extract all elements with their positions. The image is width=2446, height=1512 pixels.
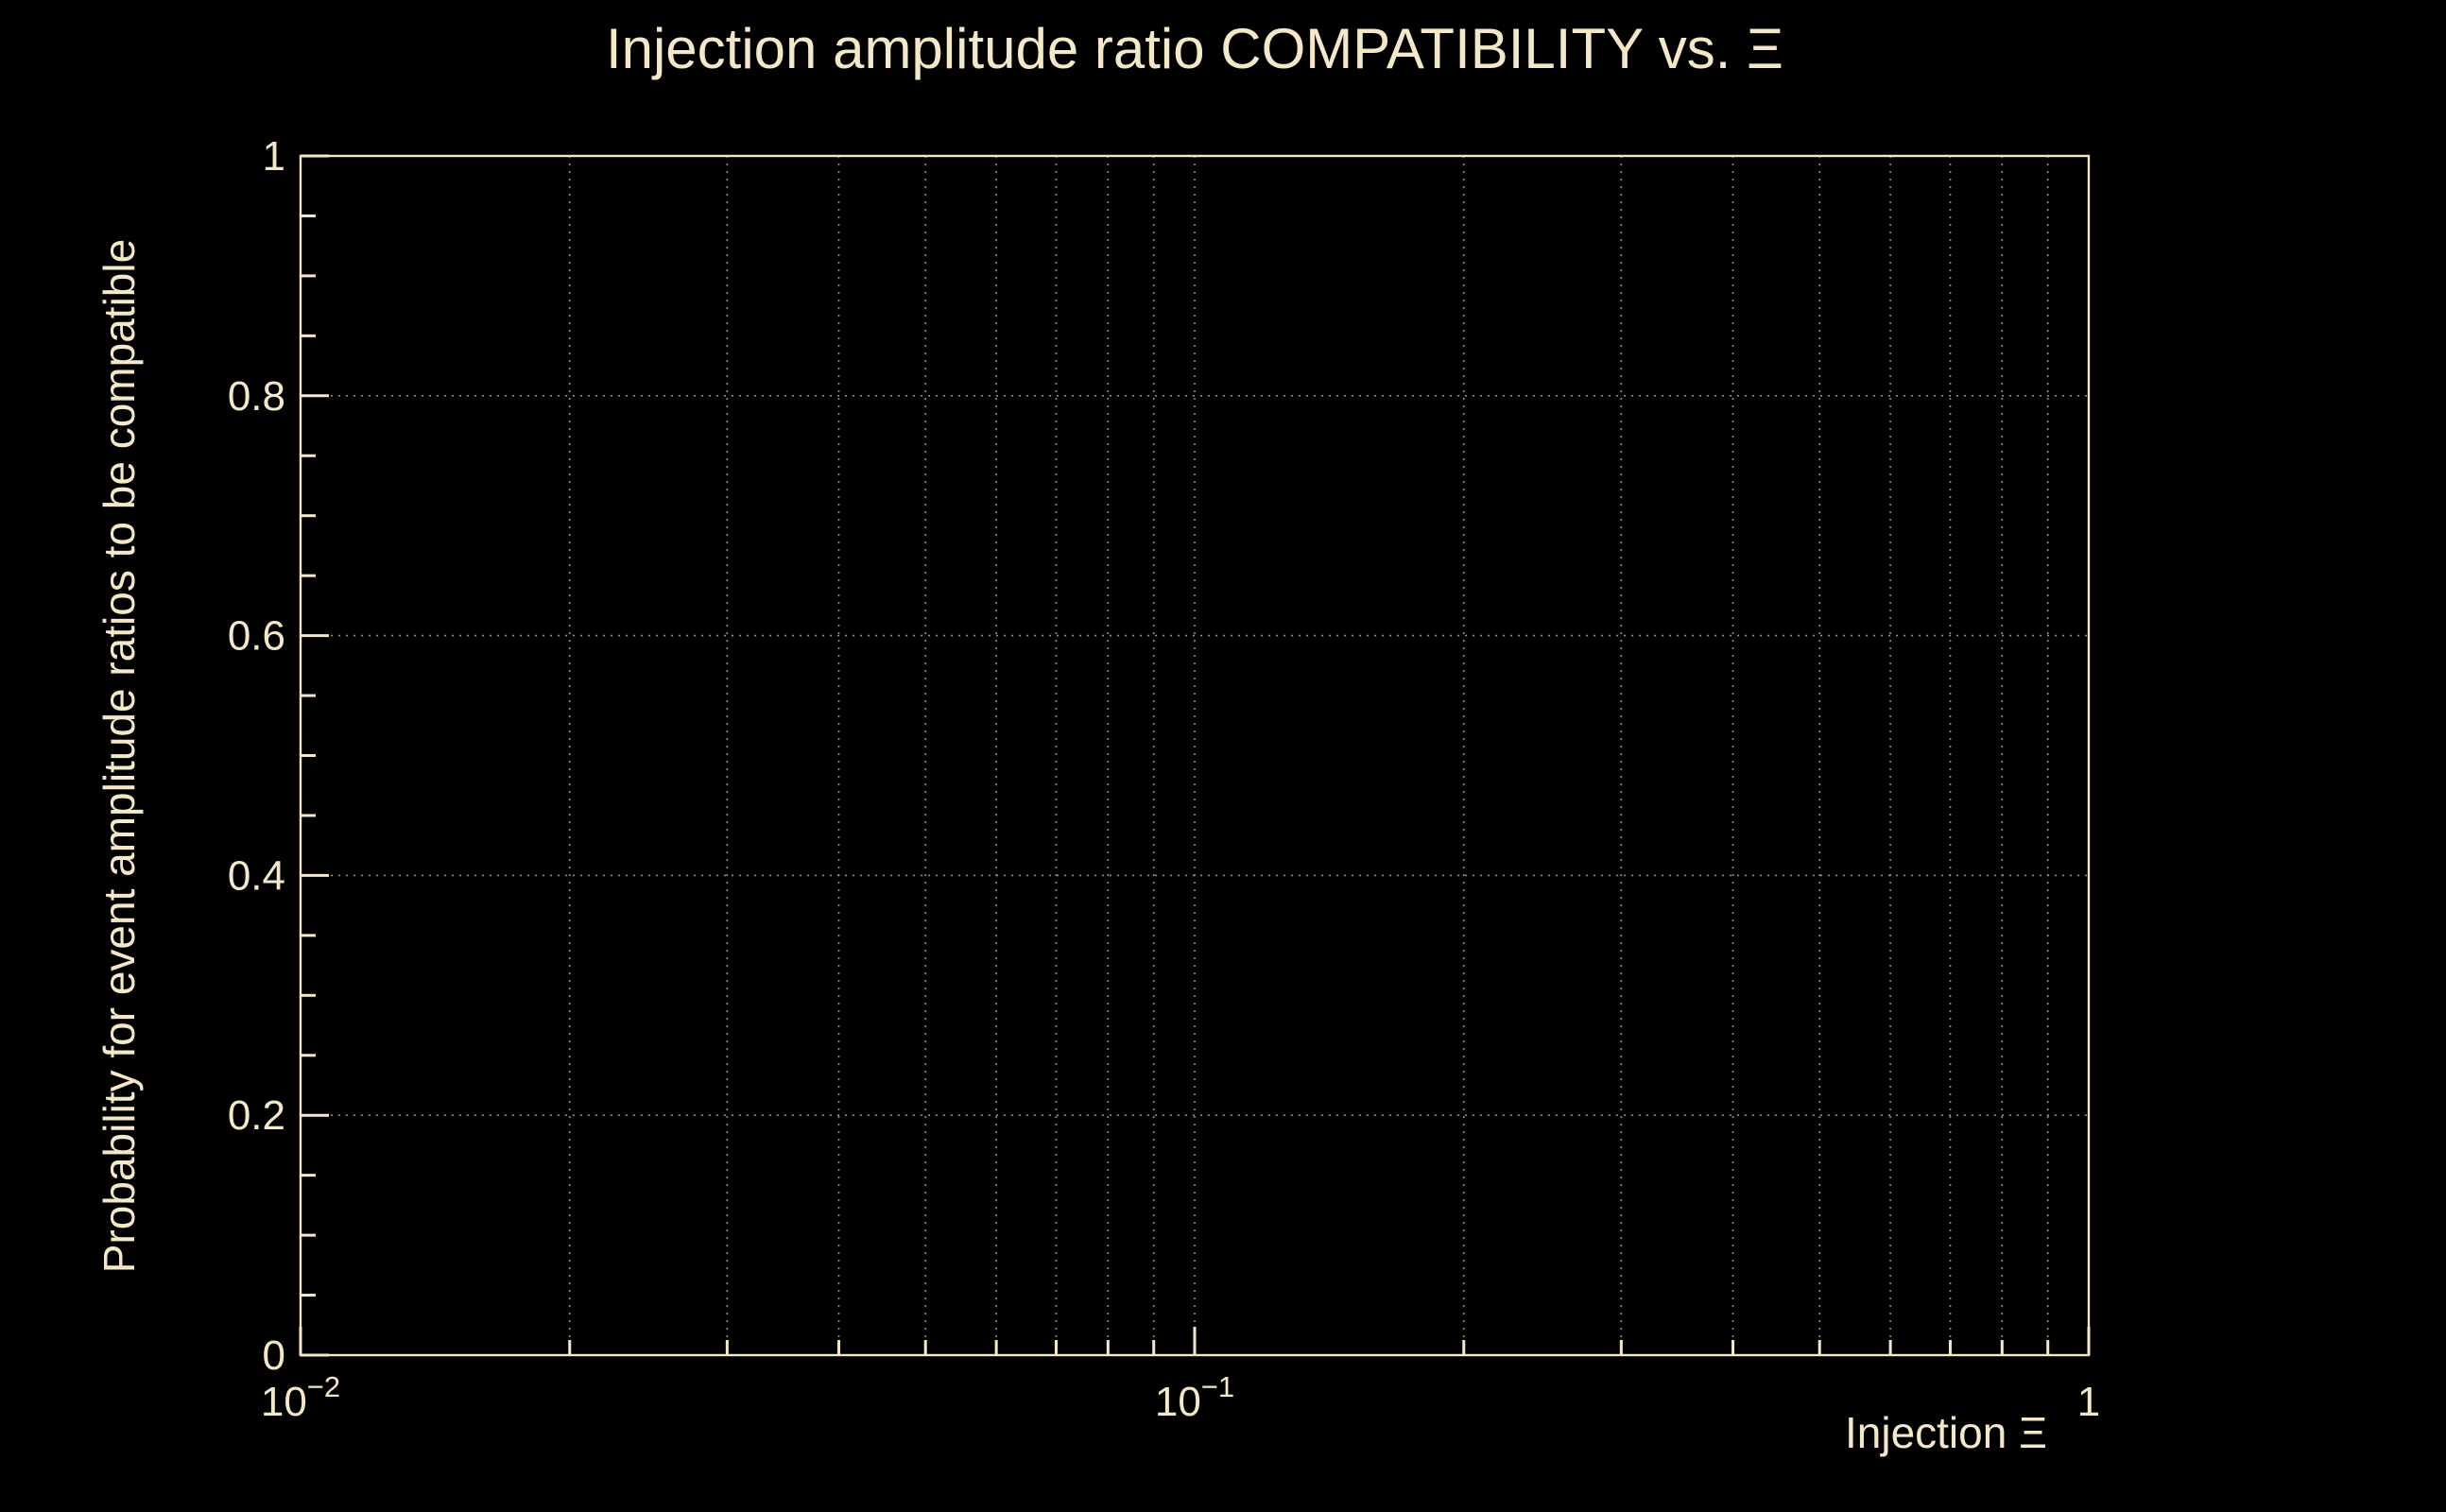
grid-layer	[301, 155, 2089, 1355]
tick-label-layer: 10−2 10−1 1 0 0.2 0.4 0.6 0.8 1	[228, 133, 2100, 1425]
axis-layer	[299, 154, 2091, 1357]
chart-title: Injection amplitude ratio COMPATIBILITY …	[606, 17, 1783, 80]
y-tick-label: 0.2	[228, 1092, 285, 1139]
x-tick-label: 10−1	[1155, 1370, 1234, 1425]
x-tick-label: 1	[2077, 1379, 2100, 1425]
y-tick-label: 0.8	[228, 373, 285, 420]
y-tick-label: 0.4	[228, 852, 285, 899]
y-tick-label: 1	[263, 133, 285, 180]
plot-frame	[299, 154, 2091, 1357]
x-axis-title: Injection Ξ	[1845, 1408, 2047, 1457]
y-axis-title: Probability for event amplitude ratios t…	[95, 239, 144, 1273]
y-tick-label: 0.6	[228, 613, 285, 660]
y-tick-label: 0	[263, 1332, 285, 1379]
x-tick-label: 10−2	[261, 1370, 340, 1425]
